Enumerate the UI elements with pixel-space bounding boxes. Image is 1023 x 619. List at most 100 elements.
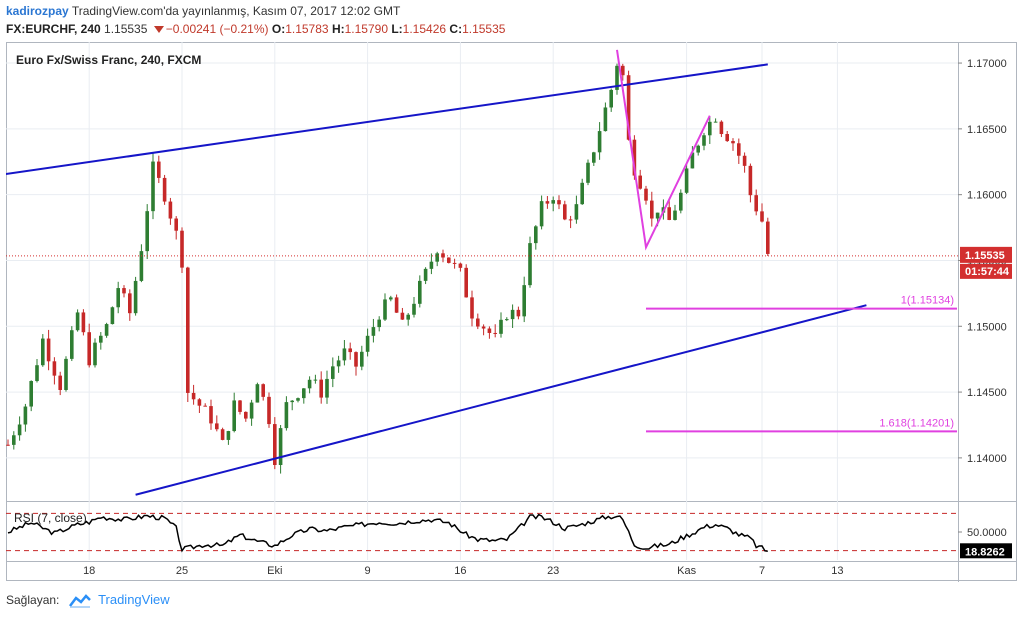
candle-body (609, 89, 613, 108)
candle-body (261, 384, 265, 397)
price-tick-label: 1.14500 (967, 387, 1007, 399)
last-price-tag (960, 246, 1012, 263)
candle-body (220, 429, 225, 440)
close-value: 1.15535 (462, 22, 506, 36)
candle-body (29, 381, 33, 407)
close-label: C: (449, 22, 463, 36)
published-text: TradingView.com'da yayınlanmış, Kasım 07… (71, 4, 401, 18)
candle-body (46, 338, 51, 362)
candle-body (615, 65, 619, 90)
candle-body (313, 379, 318, 381)
candle-body (603, 107, 608, 132)
candle-body (580, 182, 584, 205)
candle-body (586, 162, 590, 183)
candle-body (487, 328, 492, 333)
countdown-tag (960, 263, 1012, 279)
candle-body (423, 268, 428, 281)
high-label: H: (331, 22, 345, 36)
candle-body (336, 360, 341, 367)
candle-body (371, 327, 376, 336)
candle-body (139, 251, 144, 281)
header-line-2: FX:EURCHF, 240 1.15535 −0.00241 (−0.21%)… (6, 22, 505, 36)
candle-body (145, 211, 149, 252)
low-label: L: (391, 22, 403, 36)
rsi-pane-title: RSI (7, close) (14, 511, 87, 525)
tradingview-logo-icon[interactable] (68, 593, 91, 608)
candle-body (667, 207, 671, 220)
candle-body (122, 288, 126, 294)
candle-body (255, 384, 260, 403)
candle-body (725, 134, 729, 142)
candle-body (226, 431, 231, 440)
time-tick-label: 13 (831, 565, 843, 577)
candle-body (435, 253, 439, 262)
candle-body (191, 392, 196, 400)
candle-body (319, 379, 323, 398)
high-value: 1.15790 (344, 22, 388, 36)
chart-svg[interactable]: 1.170001.165001.160001.155001.150001.145… (6, 42, 1018, 582)
candle-body (742, 155, 747, 166)
candle-body (180, 230, 184, 268)
candle-body (104, 324, 109, 336)
candle-body (52, 361, 57, 376)
candle-body (17, 424, 22, 436)
candle-body (528, 243, 532, 286)
last-price-tag-label: 1.15535 (965, 250, 1005, 262)
candle-body (75, 312, 80, 331)
chart-frame[interactable]: 1.170001.165001.160001.155001.150001.145… (6, 42, 1018, 582)
candle-body (690, 152, 695, 169)
candle-body (377, 319, 381, 328)
author-name[interactable]: kadirozpay (6, 4, 69, 18)
candle-body (394, 297, 399, 313)
fib-level-1-label: 1(1.15134) (901, 295, 954, 307)
candle-body (151, 161, 155, 212)
candle-body (499, 319, 503, 334)
rsi-tick-label: 50.0000 (967, 527, 1007, 539)
footer: Sağlayan: TradingView (6, 592, 170, 608)
candle-body (708, 121, 712, 136)
candle-body (719, 121, 724, 135)
time-tick-label: 7 (759, 565, 765, 577)
candle-body (481, 326, 486, 329)
candle-body (476, 318, 480, 327)
open-value: 1.15783 (285, 22, 329, 36)
candle-body (58, 375, 62, 391)
candle-body (81, 312, 86, 333)
provider-label: Sağlayan: (6, 593, 60, 607)
candle-body (766, 221, 770, 254)
candle-body (470, 297, 474, 319)
rsi-value-tag (960, 543, 1012, 559)
candle-body (597, 131, 602, 153)
candle-body (563, 204, 567, 220)
candle-body (458, 263, 463, 268)
swing-projection-line (616, 49, 711, 251)
candle-body (12, 435, 16, 445)
candle-body (307, 379, 312, 389)
candle-body (249, 402, 254, 419)
candle-body (551, 200, 555, 204)
candle-body (284, 402, 289, 429)
candle-body (6, 444, 10, 446)
open-label: O: (271, 22, 286, 36)
header-line-1: kadirozpay TradingView.com'da yayınlanmı… (6, 4, 400, 18)
low-value: 1.15426 (402, 22, 447, 36)
candle-body (64, 358, 68, 391)
candle-body (568, 219, 573, 221)
candle-body (510, 309, 515, 320)
candle-body (650, 200, 654, 219)
candle-body (737, 143, 741, 156)
candle-body (626, 75, 631, 140)
tradingview-brand-link[interactable]: TradingView (98, 592, 170, 607)
candle-body (713, 121, 718, 123)
candle-body (545, 201, 550, 204)
candle-body (389, 297, 393, 300)
candle-body (360, 351, 364, 367)
candle-body (325, 378, 329, 398)
candle-body (522, 285, 526, 317)
candle-body (516, 309, 521, 317)
candle-body (93, 342, 97, 366)
candle-body (267, 396, 271, 425)
candle-body (574, 204, 579, 220)
candle-body (87, 332, 91, 366)
candle-body (638, 175, 642, 189)
